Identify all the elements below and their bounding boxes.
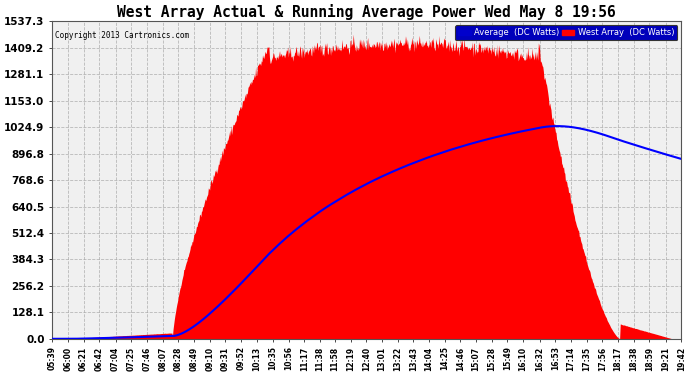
Text: Copyright 2013 Cartronics.com: Copyright 2013 Cartronics.com — [55, 31, 190, 40]
Legend: Average  (DC Watts), West Array  (DC Watts): Average (DC Watts), West Array (DC Watts… — [455, 26, 677, 40]
Title: West Array Actual & Running Average Power Wed May 8 19:56: West Array Actual & Running Average Powe… — [117, 4, 616, 20]
